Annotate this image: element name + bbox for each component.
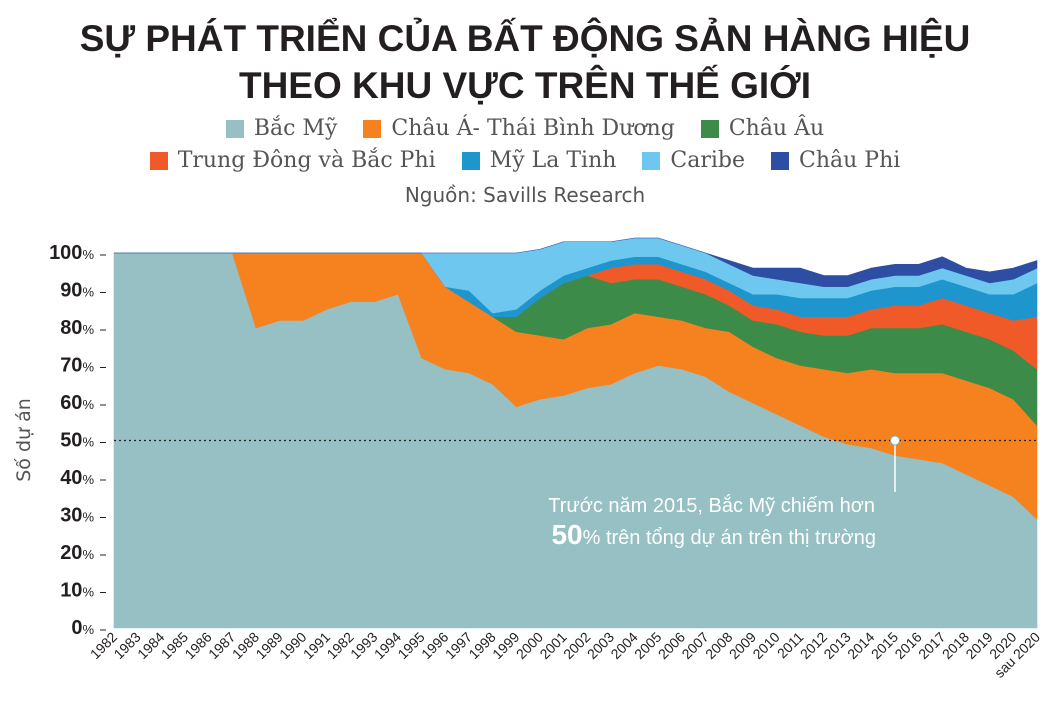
chart-areas [113, 237, 1038, 629]
chart-legend: Bắc Mỹ Châu Á- Thái Bình Dương Châu Âu Trun… [75, 113, 975, 177]
x-axis: 1982198319841985198619871988198919901991… [87, 629, 1043, 681]
chart-title: SỰ PHÁT TRIỂN CỦA BẤT ĐỘNG SẢN HÀNG HIỆU… [0, 15, 1050, 109]
legend-item: Châu Âu [700, 114, 825, 144]
legend-label: Trung Đông và Bắc Phi [177, 148, 436, 173]
legend-label: Mỹ La Tinh [489, 148, 617, 173]
legend-item: Châu Phi [771, 146, 900, 176]
annotation-big-number: 50 [551, 519, 582, 550]
chart-source: Nguồn: Savills Research [404, 183, 646, 207]
chart-title-line-2: THEO KHU VỰC TRÊN THẾ GIỚI [238, 65, 812, 106]
legend-label: Châu Á- Thái Bình Dương [391, 116, 675, 141]
legend-swatch [149, 152, 168, 170]
area-series [114, 237, 1038, 288]
legend-label: Châu Phi [799, 148, 901, 173]
annotation-rest: % trên tổng dự án trên thị trường [583, 527, 876, 549]
legend-swatch [363, 120, 382, 138]
legend-label: Bắc Mỹ [253, 116, 338, 141]
y-tick-label: 30% [60, 505, 94, 527]
legend-swatch [225, 120, 244, 138]
legend-swatch [461, 152, 480, 170]
y-tick-label: 0% [71, 617, 94, 639]
y-tick-label: 80% [60, 317, 94, 339]
legend-swatch [642, 152, 661, 170]
legend-label: Châu Âu [728, 116, 825, 141]
annotation-line-2: 50% trên tổng dự án trên thị trường [551, 519, 876, 550]
legend-item: Mỹ La Tinh [461, 146, 617, 176]
annotation-line-1: Trước năm 2015, Bắc Mỹ chiếm hơn [548, 494, 875, 517]
legend-item: Bắc Mỹ [225, 114, 338, 144]
legend-label: Caribe [670, 148, 746, 173]
legend-item: Trung Đông và Bắc Phi [149, 146, 436, 176]
y-axis-label: Số dự án [13, 398, 35, 482]
annotation-marker [890, 435, 900, 446]
legend-swatch [700, 120, 719, 138]
y-axis: 0% 10% 20% 30% 40% 50% 60% 70% 80% 90% 100% [49, 242, 106, 639]
legend-swatch [771, 152, 790, 170]
y-tick-label: 20% [60, 542, 94, 564]
y-tick-label: 50% [60, 430, 94, 452]
y-tick-label: 90% [60, 280, 94, 302]
y-tick-label: 40% [60, 467, 94, 489]
y-tick-label: 70% [60, 355, 94, 377]
y-tick-label: 10% [60, 580, 94, 602]
chart-header: SỰ PHÁT TRIỂN CỦA BẤT ĐỘNG SẢN HÀNG HIỆU… [0, 0, 1050, 207]
legend-item: Caribe [642, 146, 745, 176]
legend-item: Châu Á- Thái Bình Dương [363, 114, 675, 144]
chart-title-line-1: SỰ PHÁT TRIỂN CỦA BẤT ĐỘNG SẢN HÀNG HIỆU [79, 18, 971, 59]
y-tick-label: 60% [60, 392, 94, 414]
y-tick-label: 100% [49, 242, 94, 264]
